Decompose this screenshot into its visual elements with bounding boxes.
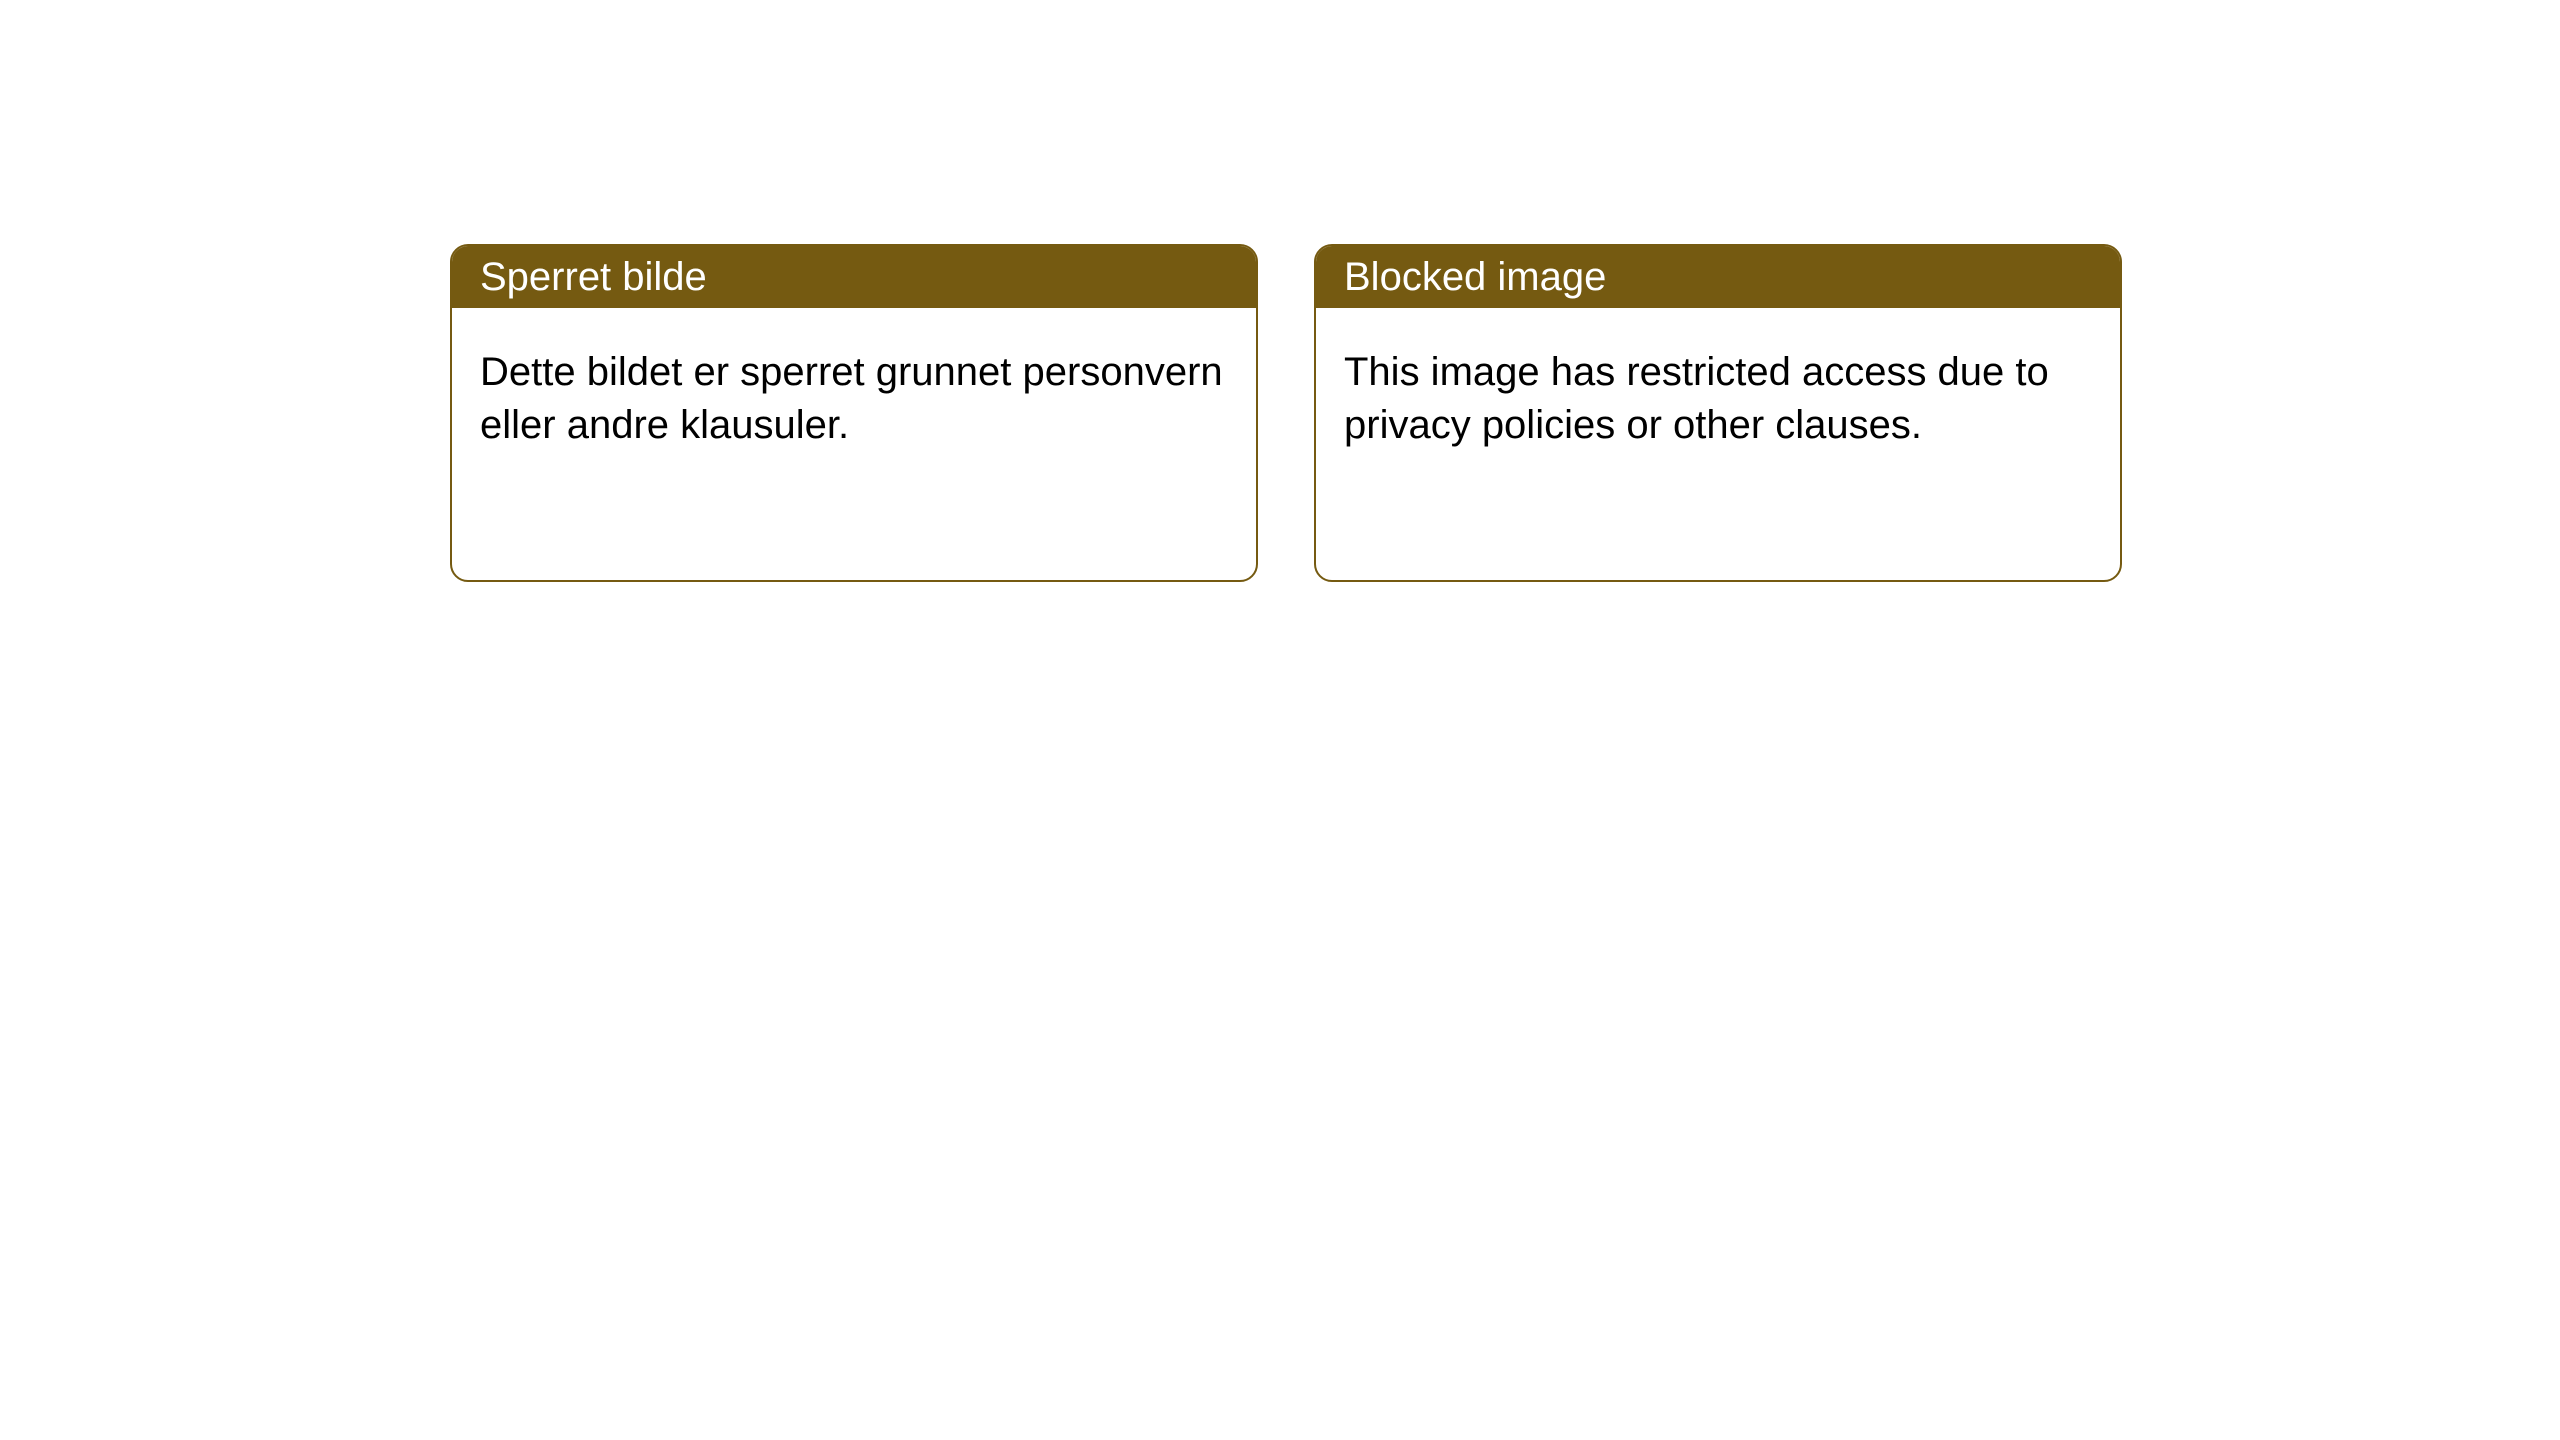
card-body: This image has restricted access due to … bbox=[1316, 308, 2120, 490]
blocked-image-card-en: Blocked image This image has restricted … bbox=[1314, 244, 2122, 582]
blocked-image-card-no: Sperret bilde Dette bildet er sperret gr… bbox=[450, 244, 1258, 582]
card-title: Sperret bilde bbox=[480, 255, 707, 300]
card-body-text: Dette bildet er sperret grunnet personve… bbox=[480, 350, 1223, 447]
card-body-text: This image has restricted access due to … bbox=[1344, 350, 2049, 447]
notice-cards-container: Sperret bilde Dette bildet er sperret gr… bbox=[0, 0, 2560, 582]
card-body: Dette bildet er sperret grunnet personve… bbox=[452, 308, 1256, 490]
card-header: Blocked image bbox=[1316, 246, 2120, 308]
card-header: Sperret bilde bbox=[452, 246, 1256, 308]
card-title: Blocked image bbox=[1344, 255, 1606, 300]
